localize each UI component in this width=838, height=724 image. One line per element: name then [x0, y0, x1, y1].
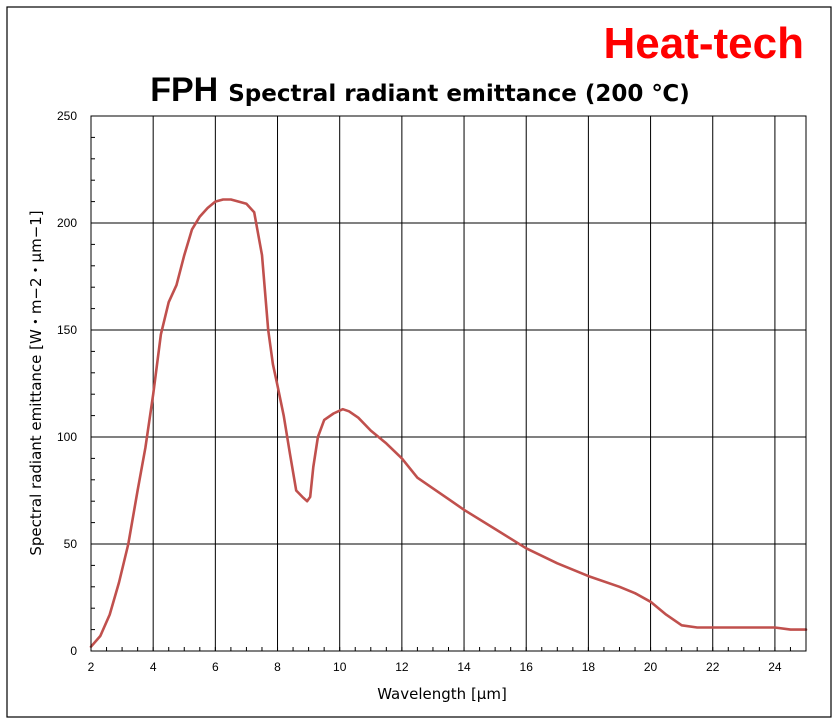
y-tick-label: 100: [57, 430, 77, 444]
chart-title-sub: Spectral radiant emittance (200 ℃): [228, 81, 690, 107]
y-tick-label: 150: [57, 323, 77, 337]
x-tick-label: 4: [150, 660, 157, 674]
series-layer: [89, 198, 808, 649]
x-tick-label: 10: [333, 660, 347, 674]
y-tick-label: 50: [64, 537, 78, 551]
plot-area: [89, 115, 808, 652]
chart-title: FPH Spectral radiant emittance (200 ℃): [150, 71, 690, 109]
x-tick-label: 2: [88, 660, 95, 674]
x-tick-label: 20: [644, 660, 658, 674]
y-axis-tick-labels: 0 50 100 150 200 250: [57, 109, 77, 658]
chart-outer-frame: [6, 6, 832, 718]
brand-logo-text: Heat-tech: [604, 19, 805, 68]
x-tick-label: 24: [768, 660, 782, 674]
y-axis-title: Spectral radiant emittance [W・m−2・μm−1]: [27, 210, 45, 555]
series-line: [89, 198, 808, 649]
x-tick-label: 8: [274, 660, 281, 674]
chart-title-main: FPH: [150, 71, 218, 109]
y-tick-label: 0: [70, 644, 77, 658]
x-axis-tick-labels: 2 4 6 8 10 12 14 16 18 20 22 24: [88, 660, 782, 674]
x-tick-label: 16: [520, 660, 534, 674]
x-axis-title: Wavelength [μm]: [377, 685, 507, 703]
y-tick-label: 200: [57, 216, 77, 230]
x-tick-label: 14: [457, 660, 471, 674]
y-tick-label: 250: [57, 109, 77, 123]
grid-lines: [90, 115, 807, 652]
x-tick-label: 12: [395, 660, 409, 674]
x-tick-label: 22: [706, 660, 720, 674]
x-tick-label: 6: [212, 660, 219, 674]
x-tick-label: 18: [582, 660, 596, 674]
plot-border: [90, 115, 807, 652]
